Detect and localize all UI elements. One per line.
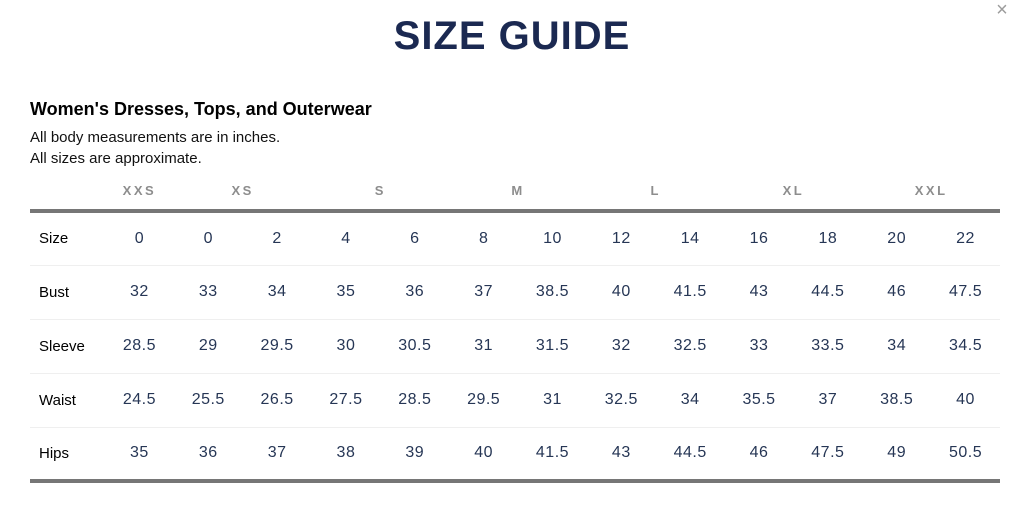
size-group-m: M [449,174,587,213]
measurement-cell: 44.5 [673,444,707,462]
measurement-cell: 14 [680,229,700,247]
measurement-cell: 26.5 [260,391,294,408]
table-row-bust: Bust 32 33 34 35 36 37 38.5 40 41.5 43 44.5 46 47.5 [30,265,1000,319]
measurement-cell: 33.5 [811,337,845,354]
measurement-cell: 35.5 [742,391,776,408]
row-label-bust: Bust [39,283,70,301]
size-groups-row: XXS XS S M L XL XXL [30,174,1000,213]
measurement-cell: 10 [543,229,562,247]
measurement-cell: 38.5 [535,283,570,300]
measurement-notes: All body measurements are in inches. All… [30,127,280,169]
measurement-cell: 18 [818,229,838,247]
measurement-cell: 24.5 [122,391,156,408]
row-label-size: Size [39,230,69,248]
measurement-cell: 0 [134,229,145,247]
measurement-cell: 35 [336,283,356,300]
measurement-cell: 46 [749,444,769,462]
measurement-cell: 32.5 [673,337,707,354]
measurement-cell: 28.5 [398,391,432,408]
measurement-cell: 32 [130,283,149,300]
size-chart-table: XXS XS S M L XL XXL Size 0 0 2 4 6 8 10 12 14 16 18 20 22 Bu… [30,174,1000,483]
row-label-waist: Waist [39,391,76,409]
measurement-cell: 22 [956,229,975,247]
measurement-cell: 34.5 [948,337,983,354]
measurement-cell: 37 [474,283,494,300]
measurement-cell: 38.5 [880,391,914,408]
measurement-cell: 16 [749,229,769,247]
measurement-cell: 38 [336,444,356,462]
measurement-cell: 34 [680,391,700,408]
close-icon[interactable]: × [996,0,1008,21]
size-group-xxs: XXS [105,174,174,213]
table-row-waist: Waist 24.5 25.5 26.5 27.5 28.5 29.5 31 32.5 34 35.… [30,373,1000,427]
measurement-cell: 25.5 [191,391,225,408]
measurement-cell: 34 [267,283,287,300]
measurement-cell: 36 [405,283,425,300]
size-group-xs: XS [173,174,312,213]
measurement-cell: 40 [474,444,494,462]
measurement-cell: 44.5 [811,283,845,300]
measurement-cell: 4 [341,229,351,247]
measurement-cell: 47.5 [811,444,845,462]
measurement-cell: 6 [410,229,420,247]
measurement-cell: 31 [474,337,494,354]
measurement-cell: 29 [198,337,218,354]
measurement-cell: 12 [611,229,631,247]
measurement-cell: 46 [887,283,907,300]
measurement-cell: 2 [272,229,282,247]
measurement-cell: 0 [203,229,213,247]
size-group-xl: XL [724,174,863,213]
measurement-cell: 33 [198,283,218,300]
section-heading: Women's Dresses, Tops, and Outerwear [30,99,372,119]
note-line-2: All sizes are approximate. [30,150,202,167]
measurement-cell: 40 [956,391,975,408]
measurement-cell: 31.5 [535,337,570,354]
measurement-cell: 34 [887,337,907,354]
measurement-cell: 36 [198,444,218,462]
size-table-body: Size 0 0 2 4 6 8 10 12 14 16 18 20 22 Bust 32 33 34 35 36 37… [30,211,1000,481]
size-group-s: S [311,174,450,213]
page-title: SIZE GUIDE [393,14,631,58]
measurement-cell: 27.5 [329,391,363,408]
row-label-sleeve: Sleeve [39,337,85,355]
size-group-xxl: XXL [862,174,1000,213]
measurement-cell: 43 [611,444,631,462]
measurement-cell: 31 [543,391,562,408]
measurement-cell: 32 [611,337,631,354]
size-group-l: L [586,174,725,213]
measurement-cell: 41.5 [673,283,707,300]
measurement-cell: 39 [405,444,425,462]
measurement-cell: 50.5 [948,444,983,462]
measurement-cell: 28.5 [122,337,156,354]
note-line-1: All body measurements are in inches. [30,129,281,146]
row-label-hips: Hips [39,444,70,462]
measurement-cell: 37 [818,391,838,408]
measurement-cell: 37 [267,444,287,462]
table-row-sleeve: Sleeve 28.5 29 29.5 30 30.5 31 31.5 32 32.5 33 33.5… [30,319,1000,373]
measurement-cell: 29.5 [467,391,501,408]
measurement-cell: 29.5 [260,337,294,354]
measurement-cell: 43 [749,283,769,300]
table-row-size: Size 0 0 2 4 6 8 10 12 14 16 18 20 22 [30,211,1000,265]
measurement-cell: 30 [336,337,356,354]
measurement-cell: 35 [130,444,149,462]
measurement-cell: 30.5 [398,337,432,354]
measurement-cell: 32.5 [604,391,638,408]
table-row-hips: Hips 35 36 37 38 39 40 41.5 43 44.5 46 47.5 49 50.5 [30,427,1000,481]
measurement-cell: 49 [887,444,907,462]
measurement-cell: 41.5 [535,444,570,462]
measurement-cell: 47.5 [948,283,983,300]
measurement-cell: 33 [749,337,769,354]
corner-cell [30,174,105,213]
measurement-cell: 40 [611,283,631,300]
measurement-cell: 8 [478,229,489,247]
measurement-cell: 20 [887,229,907,247]
